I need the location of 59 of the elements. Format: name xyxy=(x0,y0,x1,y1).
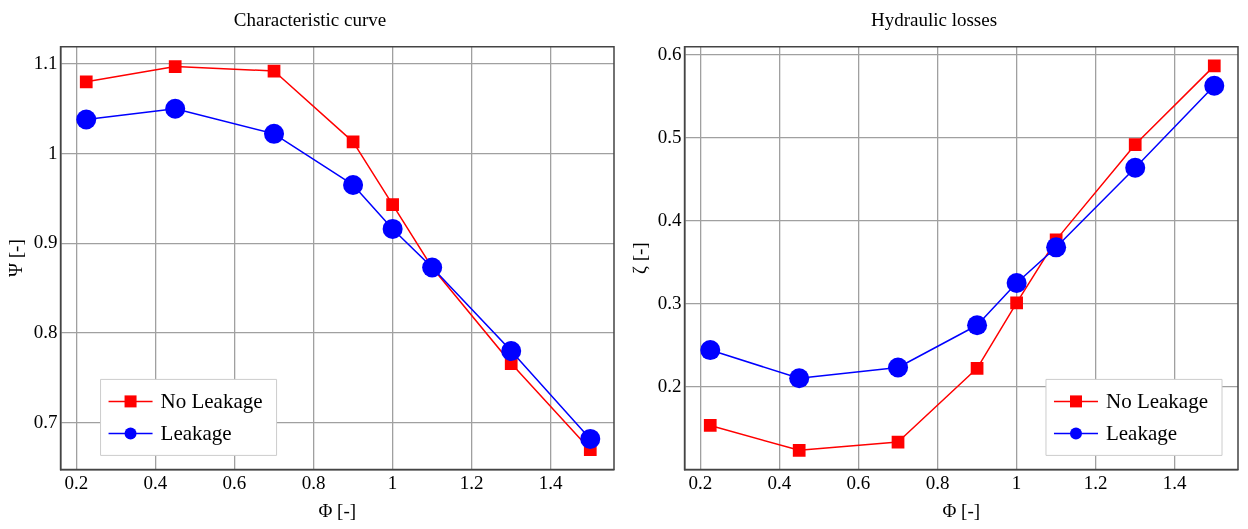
point xyxy=(501,340,522,361)
point xyxy=(967,315,988,336)
x-tick-label: 0.6 xyxy=(222,471,247,493)
point xyxy=(264,123,285,144)
point xyxy=(789,368,810,389)
point xyxy=(79,75,93,89)
point xyxy=(165,98,186,119)
x-tick-label: 0.4 xyxy=(143,471,168,493)
x-tick-label: 1.2 xyxy=(1083,471,1108,493)
point xyxy=(1125,157,1146,178)
chart-title: Hydraulic losses xyxy=(870,9,998,31)
point xyxy=(792,443,806,457)
x-tick-label: 0.8 xyxy=(301,471,326,493)
y-axis-title: Ψ [-] xyxy=(5,239,27,277)
point xyxy=(1207,59,1221,73)
point xyxy=(1046,237,1067,258)
x-tick-label: 1 xyxy=(387,471,398,493)
point xyxy=(703,419,717,432)
x-tick-label: 1.2 xyxy=(459,471,484,493)
y-tick-label: 0.4 xyxy=(657,208,683,230)
x-tick-label: 0.4 xyxy=(767,471,792,493)
y-tick-label: 0.6 xyxy=(657,43,682,65)
point xyxy=(343,174,364,195)
x-tick-label: 0.6 xyxy=(846,471,871,493)
y-tick-label: 0.3 xyxy=(657,291,682,313)
point xyxy=(168,60,182,73)
y-tick-label: 0.2 xyxy=(657,374,682,396)
legend-label: No Leakage xyxy=(1105,388,1208,413)
point xyxy=(1128,138,1142,151)
point xyxy=(888,357,909,378)
legend-label: Leakage xyxy=(160,420,232,445)
y-tick-label: 0.8 xyxy=(33,321,58,342)
chart-title: Characteristic curve xyxy=(233,9,387,31)
x-tick-label: 1.4 xyxy=(1162,471,1188,493)
x-axis-title: Φ [-] xyxy=(942,499,981,521)
point xyxy=(382,218,403,239)
y-tick-label: 0.9 xyxy=(33,231,58,253)
point xyxy=(700,340,721,361)
y-tick-label: 0.7 xyxy=(33,410,58,432)
legend-label: No Leakage xyxy=(160,388,263,413)
legend-label: Leakage xyxy=(1105,420,1178,445)
point xyxy=(1006,272,1027,293)
y-tick-label: 1 xyxy=(48,141,58,163)
y-tick-label: 0.5 xyxy=(657,125,682,147)
point xyxy=(1204,75,1225,96)
x-tick-label: 0.2 xyxy=(688,471,713,493)
y-axis-title: ζ [-] xyxy=(629,242,651,274)
point xyxy=(970,361,984,375)
x-tick-label: 0.2 xyxy=(64,471,89,493)
point xyxy=(386,198,399,212)
point xyxy=(580,428,601,449)
x-tick-label: 1.4 xyxy=(538,471,564,493)
point xyxy=(422,257,443,278)
y-tick-label: 1.1 xyxy=(33,51,58,73)
x-axis-title: Φ [-] xyxy=(318,499,357,521)
x-tick-label: 1 xyxy=(1011,471,1022,493)
point xyxy=(76,109,97,130)
point xyxy=(1010,296,1023,310)
x-tick-label: 0.8 xyxy=(925,471,950,493)
